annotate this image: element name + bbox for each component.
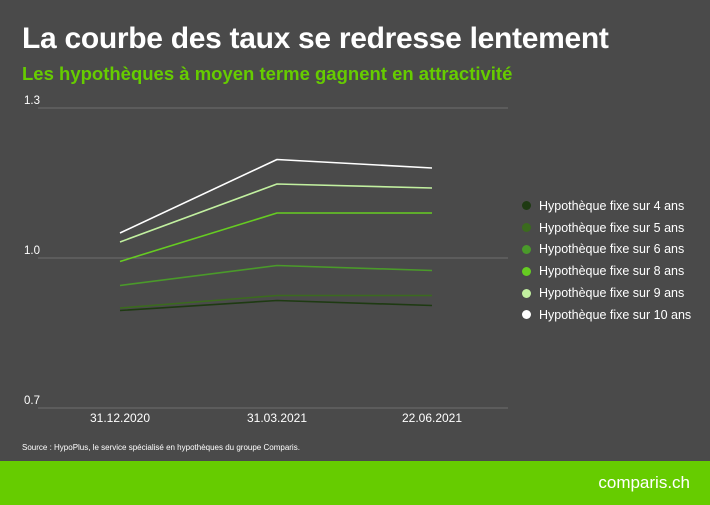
legend-item: Hypothèque fixe sur 5 ans xyxy=(522,217,691,239)
series-line xyxy=(119,299,433,312)
line-chart: 1.3 1.0 0.7 31.12.2020 31.03.2021 22.06.2021 xyxy=(24,95,508,425)
y-tick-label: 0.7 xyxy=(24,395,40,407)
legend-swatch xyxy=(522,266,531,276)
chart-legend: Hypothèque fixe sur 4 ans Hypothèque fixe… xyxy=(522,195,691,326)
series-line xyxy=(119,294,432,309)
legend-label: Hypothèque fixe sur 10 ans xyxy=(539,307,692,322)
legend-swatch xyxy=(522,244,531,254)
series-line xyxy=(119,158,433,234)
legend-item: Hypothèque fixe sur 4 ans xyxy=(522,195,691,217)
chart-subtitle: Les hypothèques à moyen terme gagnent en… xyxy=(22,63,513,84)
legend-item: Hypothèque fixe sur 10 ans xyxy=(522,304,691,326)
legend-label: Hypothèque fixe sur 4 ans xyxy=(539,198,685,213)
legend-swatch xyxy=(522,201,531,211)
legend-label: Hypothèque fixe sur 8 ans xyxy=(539,264,685,279)
legend-label: Hypothèque fixe sur 6 ans xyxy=(539,242,685,257)
x-tick-label: 22.06.2021 xyxy=(402,411,462,425)
legend-label: Hypothèque fixe sur 5 ans xyxy=(539,220,685,235)
source-note: Source : HypoPlus, le service spécialisé… xyxy=(22,443,300,452)
legend-item: Hypothèque fixe sur 6 ans xyxy=(522,239,691,261)
y-tick-label: 1.0 xyxy=(24,245,40,257)
legend-swatch xyxy=(522,223,531,233)
chart-title: La courbe des taux se redresse lentement xyxy=(22,22,609,55)
brand-logo: comparis.ch xyxy=(598,473,690,492)
legend-label: Hypothèque fixe sur 9 ans xyxy=(539,286,685,301)
series-line xyxy=(119,212,432,263)
legend-swatch xyxy=(522,288,531,298)
legend-item: Hypothèque fixe sur 8 ans xyxy=(522,260,691,282)
legend-swatch xyxy=(522,310,531,320)
series-line xyxy=(119,183,433,243)
x-tick-label: 31.12.2020 xyxy=(90,411,150,425)
y-tick-label: 1.3 xyxy=(24,95,40,107)
footer-bar: comparis.ch xyxy=(0,461,710,505)
series-line xyxy=(119,264,433,287)
x-tick-label: 31.03.2021 xyxy=(247,411,307,425)
legend-item: Hypothèque fixe sur 9 ans xyxy=(522,282,691,304)
